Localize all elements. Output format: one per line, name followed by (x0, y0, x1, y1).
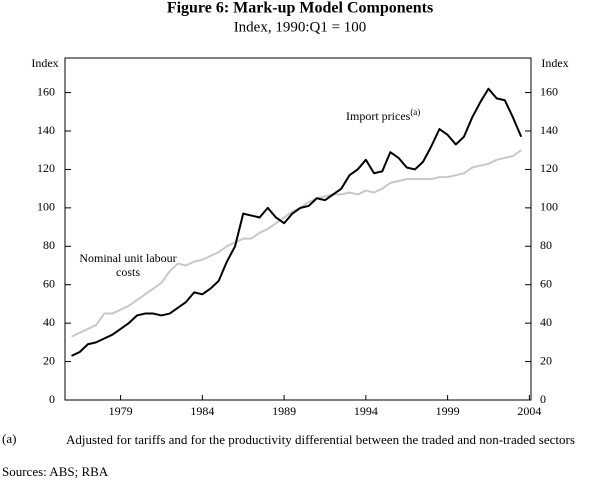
plot-frame (64, 57, 532, 401)
y2-tick-label: 100 (540, 200, 558, 214)
y2-tick-label: 40 (540, 315, 552, 329)
footnote-marker: (a) (410, 107, 421, 117)
y-tick-label: 20 (43, 353, 55, 367)
y2-tick-label: 80 (540, 238, 552, 252)
series-line (71, 87, 523, 357)
series-label: Import prices (346, 109, 411, 123)
y-axis-label: Index (31, 56, 58, 70)
series-label-group: Import prices(a) (346, 105, 420, 123)
y-tick-label: 100 (37, 200, 55, 214)
y2-tick-label: 160 (540, 84, 558, 98)
y2-tick-label: 60 (540, 276, 552, 290)
y-tick-label: 160 (37, 84, 55, 98)
x-tick-label: 1989 (272, 404, 296, 418)
x-tick-label: 1999 (436, 404, 460, 418)
y-tick-label: 60 (43, 276, 55, 290)
series-label: Nominal unit labour costs (79, 251, 177, 279)
y-tick-label: 80 (43, 238, 55, 252)
x-tick-label: 1979 (109, 404, 133, 418)
y-tick-label: 0 (49, 392, 55, 406)
y2-tick-label: 20 (540, 353, 552, 367)
x-tick-label: 1994 (354, 404, 378, 418)
series-line (71, 149, 522, 338)
sources: Sources: ABS; RBA (2, 464, 109, 479)
chart-subtitle: Index, 1990:Q1 = 100 (234, 19, 367, 35)
x-tick-label: 2004 (517, 404, 541, 418)
y2-tick-label: 120 (540, 161, 558, 175)
y2-tick-label: 140 (540, 123, 558, 137)
x-tick-label: 1984 (190, 404, 214, 418)
y2-axis-label: Index (541, 56, 568, 70)
footnote-text: Adjusted for tariffs and for the product… (66, 432, 575, 447)
y2-tick-label: 0 (540, 392, 546, 406)
footnote-marker: (a) (2, 431, 17, 446)
y-tick-label: 120 (37, 161, 55, 175)
y-tick-label: 40 (43, 315, 55, 329)
y-tick-label: 140 (37, 123, 55, 137)
chart-title: Figure 6: Mark-up Model Components (167, 0, 433, 17)
